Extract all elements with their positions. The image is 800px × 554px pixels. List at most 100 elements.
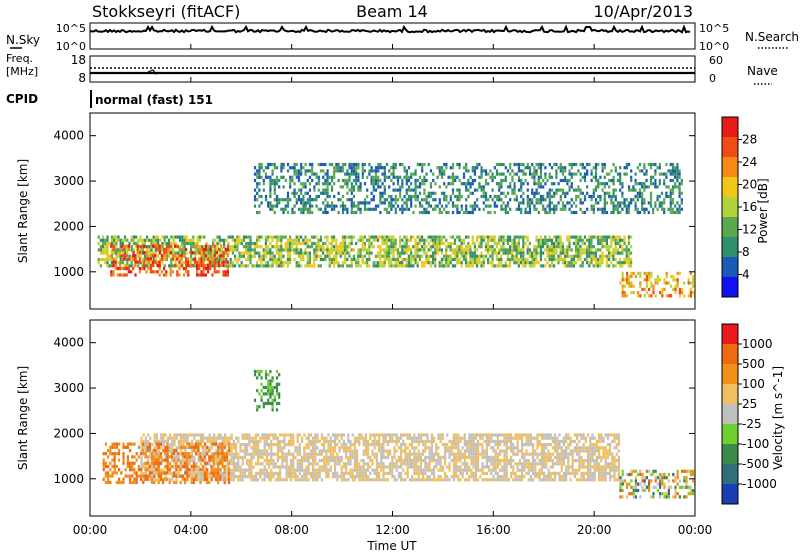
heatmap-cell xyxy=(561,178,565,183)
heatmap-cell xyxy=(192,235,195,239)
heatmap-cell xyxy=(298,478,301,482)
heatmap-cell xyxy=(381,254,384,258)
heatmap-cell xyxy=(410,251,413,255)
heatmap-cell xyxy=(522,198,525,202)
heatmap-cell xyxy=(592,175,595,179)
heatmap-cell xyxy=(114,263,117,267)
heatmap-cell xyxy=(341,185,345,189)
heatmap-cell xyxy=(330,204,334,208)
heatmap-cell xyxy=(467,194,470,199)
heatmap-cell xyxy=(676,284,679,288)
heatmap-cell xyxy=(579,245,582,249)
heatmap-cell xyxy=(498,257,501,262)
heatmap-cell xyxy=(330,201,334,205)
heatmap-cell xyxy=(285,475,288,479)
heatmap-cell xyxy=(180,433,183,437)
heatmap-cell xyxy=(414,238,417,242)
heatmap-cell xyxy=(590,235,593,239)
heatmap-cell xyxy=(429,194,433,199)
heatmap-cell xyxy=(586,238,589,242)
heatmap-cell xyxy=(370,166,373,170)
heatmap-cell xyxy=(605,172,609,176)
heatmap-cell xyxy=(289,261,292,265)
heatmap-cell xyxy=(181,261,184,265)
heatmap-cell xyxy=(169,478,172,482)
heatmap-cell xyxy=(408,459,411,463)
heatmap-cell xyxy=(141,264,144,268)
heatmap-cell xyxy=(207,254,210,258)
heatmap-cell xyxy=(586,162,589,167)
heatmap-cell xyxy=(586,257,589,262)
heatmap-cell xyxy=(355,175,358,179)
heatmap-cell xyxy=(614,235,617,239)
heatmap-cell xyxy=(253,198,257,202)
heatmap-cell xyxy=(320,478,323,482)
heatmap-cell xyxy=(384,478,387,482)
heatmap-cell xyxy=(193,471,196,475)
heatmap-cell xyxy=(555,245,558,249)
heatmap-cell xyxy=(372,207,375,211)
heatmap-cell xyxy=(524,264,527,268)
heatmap-cell xyxy=(601,188,604,192)
heatmap-cell xyxy=(388,248,391,252)
heatmap-cell xyxy=(182,439,185,443)
heatmap-cell xyxy=(284,245,287,249)
heatmap-cell xyxy=(658,204,661,208)
heatmap-cell xyxy=(325,459,328,463)
heatmap-cell xyxy=(141,241,144,246)
heatmap-cell xyxy=(223,241,226,246)
heatmap-cell xyxy=(366,194,369,199)
heatmap-cell xyxy=(146,238,149,242)
heatmap-cell xyxy=(216,254,219,258)
heatmap-cell xyxy=(307,459,310,463)
heatmap-cell xyxy=(230,446,233,450)
heatmap-cell xyxy=(110,270,113,274)
heatmap-cell xyxy=(417,465,420,469)
heatmap-cell xyxy=(268,475,271,479)
heatmap-cell xyxy=(309,471,312,475)
heatmap-cell xyxy=(368,257,371,262)
heatmap-cell xyxy=(213,267,216,271)
heatmap-cell xyxy=(305,436,308,440)
heatmap-cell xyxy=(678,207,681,211)
heatmap-cell xyxy=(559,251,562,255)
heatmap-cell xyxy=(359,185,362,189)
heatmap-cell xyxy=(121,257,124,261)
heatmap-cell xyxy=(366,261,369,265)
heatmap-cell xyxy=(274,433,277,437)
heatmap-cell xyxy=(355,166,358,170)
heatmap-cell xyxy=(504,178,507,183)
heatmap-cell xyxy=(667,281,670,285)
heatmap-cell xyxy=(411,478,414,482)
heatmap-cell xyxy=(130,270,133,274)
heatmap-cell xyxy=(265,459,268,463)
heatmap-cell xyxy=(358,439,361,443)
heatmap-cell xyxy=(621,182,624,186)
heatmap-cell xyxy=(320,468,323,472)
heatmap-cell xyxy=(390,264,393,268)
heatmap-cell xyxy=(625,198,628,202)
heatmap-cell xyxy=(669,162,672,167)
heatmap-cell xyxy=(669,169,672,173)
heatmap-cell xyxy=(444,478,447,482)
heatmap-cell xyxy=(366,175,369,179)
heatmap-cell xyxy=(502,245,505,249)
heatmap-cell xyxy=(275,257,278,262)
heatmap-cell xyxy=(147,443,150,447)
heatmap-cell xyxy=(362,443,365,447)
heatmap-cell xyxy=(605,257,608,262)
heatmap-cell xyxy=(293,172,296,176)
heatmap-cell xyxy=(271,251,274,255)
heatmap-cell xyxy=(245,235,248,239)
heatmap-cell xyxy=(226,478,229,482)
heatmap-cell xyxy=(132,235,135,239)
heatmap-cell xyxy=(263,452,266,456)
heatmap-cell xyxy=(250,478,253,482)
heatmap-cell xyxy=(379,210,382,215)
heatmap-cell xyxy=(232,455,235,459)
heatmap-cell xyxy=(143,241,146,246)
heatmap-cell xyxy=(449,198,452,202)
heatmap-cell xyxy=(254,446,257,450)
heatmap-cell xyxy=(511,254,514,258)
heatmap-cell xyxy=(408,436,411,440)
